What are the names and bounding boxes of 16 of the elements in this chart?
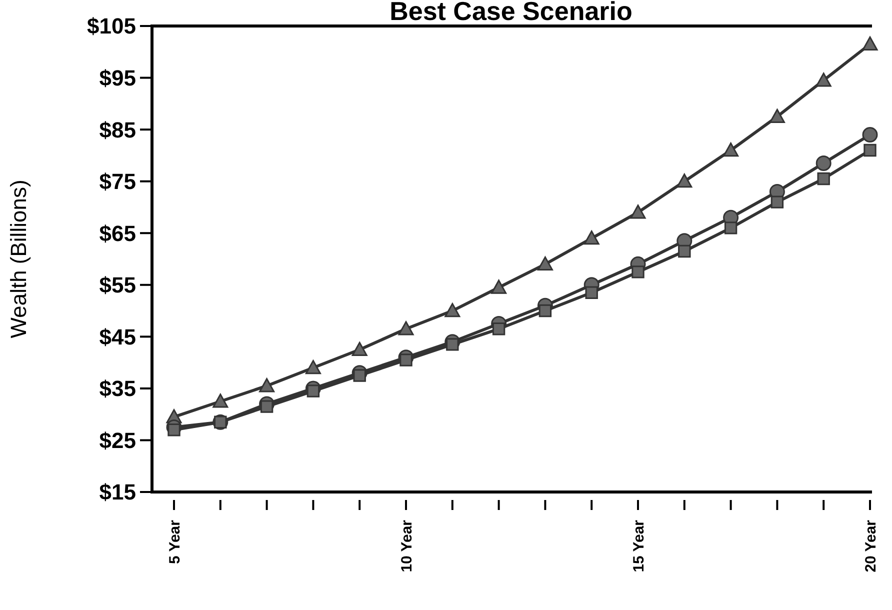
x-tick-label: 5 Year — [166, 520, 184, 564]
y-tick-label: $105 — [87, 14, 136, 39]
x-tick-label: 20 Year — [862, 520, 880, 572]
y-tick-label: $55 — [99, 272, 136, 298]
y-tick-label: $75 — [99, 169, 136, 194]
y-tick-label: $45 — [99, 324, 136, 350]
y-axis-title: Wealth (Billions) — [6, 180, 31, 338]
y-tick-label: $95 — [99, 65, 136, 90]
chart-title: Best Case Scenario — [390, 0, 632, 26]
y-tick-label: $15 — [99, 480, 136, 505]
y-tick-label: $25 — [99, 428, 136, 453]
y-tick-label: $65 — [99, 220, 136, 246]
x-tick-label: 15 Year — [630, 520, 648, 572]
y-tick-label: $85 — [99, 117, 136, 142]
y-tick-label: $35 — [99, 376, 136, 402]
x-tick-label: 10 Year — [398, 520, 416, 572]
